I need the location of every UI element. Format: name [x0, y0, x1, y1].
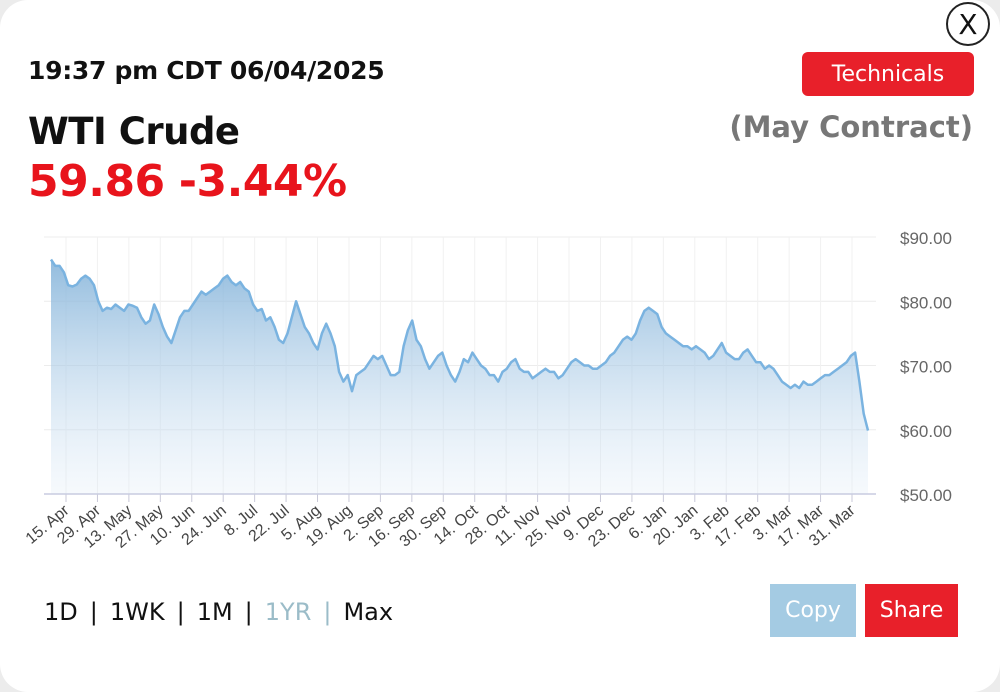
- y-tick-label: $70.00: [900, 358, 952, 377]
- contract-label: (May Contract): [729, 110, 973, 144]
- range-1d[interactable]: 1D: [44, 598, 78, 626]
- range-separator: |: [176, 598, 185, 626]
- range-separator: |: [89, 598, 98, 626]
- copy-button[interactable]: Copy: [770, 584, 856, 637]
- chart-area-layer: [49, 258, 870, 494]
- range-separator: |: [244, 598, 253, 626]
- share-button[interactable]: Share: [865, 584, 958, 637]
- series-line: [49, 258, 870, 431]
- y-tick-label: $60.00: [900, 422, 952, 441]
- range-1wk[interactable]: 1WK: [109, 598, 165, 626]
- timestamp: 19:37 pm CDT 06/04/2025: [28, 56, 385, 85]
- close-button[interactable]: X: [946, 2, 990, 46]
- range-1m[interactable]: 1M: [196, 598, 233, 626]
- price-change: -3.44%: [178, 156, 347, 207]
- instrument-title: WTI Crude: [28, 110, 240, 153]
- series-area: [51, 259, 868, 494]
- range-max[interactable]: Max: [343, 598, 394, 626]
- y-tick-label: $80.00: [900, 293, 952, 312]
- technicals-button[interactable]: Technicals: [802, 52, 974, 96]
- range-selector: 1D | 1WK | 1M | 1YR | Max: [44, 598, 393, 626]
- y-tick-label: $50.00: [900, 486, 952, 505]
- y-tick-label: $90.00: [900, 229, 952, 248]
- price-line: 59.86 -3.44%: [28, 156, 361, 207]
- price-value: 59.86: [28, 156, 165, 207]
- range-separator: |: [323, 598, 332, 626]
- range-1yr[interactable]: 1YR: [264, 598, 312, 626]
- chart-axes: [44, 493, 876, 502]
